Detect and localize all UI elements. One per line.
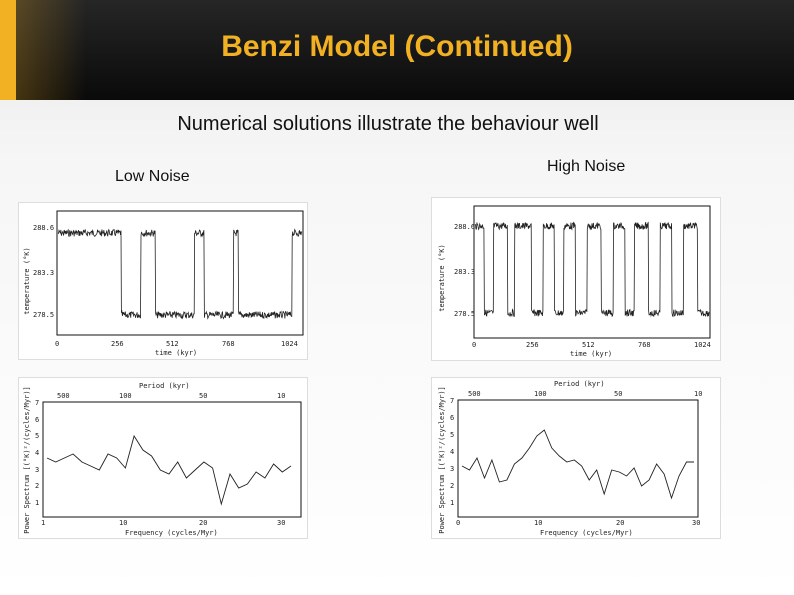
high-spec-ytick-2: 2 <box>450 482 454 490</box>
high-spec-toptick-2: 50 <box>614 390 622 398</box>
low-noise-label: Low Noise <box>115 168 190 185</box>
high-spec-toptick-1: 100 <box>534 390 547 398</box>
high-spec-ytick-3: 3 <box>450 465 454 473</box>
low-noise-timeseries-svg: temperature (°K) 288.6 283.3 278.5 0 256… <box>23 210 304 357</box>
slide-header: Benzi Model (Continued) <box>0 0 794 100</box>
high-noise-spectrum-trace <box>461 429 694 500</box>
high-spec-frame <box>457 399 699 518</box>
low-spec-xtick-1: 10 <box>119 519 127 527</box>
low-noise-temperature-trace <box>57 228 303 320</box>
low-spec-frame <box>42 401 302 518</box>
low-time-xtick-1: 256 <box>111 340 124 348</box>
low-noise-spectrum-plot: Power Spectrum [(°K)²/(cycles/Myr)] Peri… <box>18 377 308 539</box>
header-accent-bar <box>0 0 16 100</box>
high-spec-xtick-1: 10 <box>534 519 542 527</box>
high-time-ytick-top: 288.6 <box>454 223 475 231</box>
low-spec-ytick-6: 6 <box>35 416 39 424</box>
low-spec-ylabel: Power Spectrum [(°K)²/(cycles/Myr)] <box>23 386 31 534</box>
low-spec-ytick-1: 1 <box>35 499 39 507</box>
slide-subtitle: Numerical solutions illustrate the behav… <box>177 113 599 135</box>
low-spec-xtick-0: 1 <box>41 519 45 527</box>
low-spec-toptick-3: 10 <box>277 392 285 400</box>
high-time-xtick-1: 256 <box>526 341 539 349</box>
high-noise-label: High Noise <box>547 158 626 175</box>
high-spec-toptick-0: 500 <box>468 390 481 398</box>
low-time-xtick-0: 0 <box>55 340 59 348</box>
low-spec-ytick-4: 4 <box>35 449 39 457</box>
high-spec-ylabel: Power Spectrum [(°K)²/(cycles/Myr)] <box>438 386 446 534</box>
low-spec-xtick-3: 30 <box>277 519 285 527</box>
high-spec-ytick-4: 4 <box>450 448 454 456</box>
high-time-xtick-2: 512 <box>582 341 595 349</box>
high-noise-temperature-trace <box>474 221 710 318</box>
low-spec-toptick-1: 100 <box>119 392 132 400</box>
high-spec-ytick-1: 1 <box>450 499 454 507</box>
low-spec-ytick-3: 3 <box>35 466 39 474</box>
high-noise-timeseries-svg: temperature (°K) 288.6 283.3 278.5 0 256… <box>438 205 711 358</box>
low-spec-ytick-2: 2 <box>35 482 39 490</box>
high-spec-xlabel: Frequency (cycles/Myr) <box>540 529 633 537</box>
low-spec-xlabel: Frequency (cycles/Myr) <box>125 529 218 537</box>
low-time-ylabel: temperature (°K) <box>23 247 31 314</box>
high-time-ylabel: temperature (°K) <box>438 244 446 311</box>
low-time-ytick-top: 288.6 <box>33 224 54 232</box>
high-spec-xtick-3: 30 <box>692 519 700 527</box>
low-time-xtick-3: 768 <box>222 340 235 348</box>
high-noise-spectrum-plot: Power Spectrum [(°K)²/(cycles/Myr)] Peri… <box>431 377 721 539</box>
low-spec-ytick-5: 5 <box>35 432 39 440</box>
slide-title: Benzi Model (Continued) <box>221 30 573 63</box>
high-spec-xtick-0: 0 <box>456 519 460 527</box>
low-noise-spectrum-trace <box>46 434 292 506</box>
low-spec-xtick-2: 20 <box>199 519 207 527</box>
high-noise-timeseries-plot: temperature (°K) 288.6 283.3 278.5 0 256… <box>431 197 721 361</box>
header-accent-glow <box>16 0 86 100</box>
low-spec-ytick-7: 7 <box>35 399 39 407</box>
low-time-ytick-mid: 283.3 <box>33 269 54 277</box>
low-spec-toptick-0: 500 <box>57 392 70 400</box>
high-noise-spectrum-svg: Power Spectrum [(°K)²/(cycles/Myr)] Peri… <box>438 380 702 537</box>
low-noise-spectrum-svg: Power Spectrum [(°K)²/(cycles/Myr)] Peri… <box>23 382 302 537</box>
high-spec-ytick-7: 7 <box>450 397 454 405</box>
high-spec-toptick-3: 10 <box>694 390 702 398</box>
low-time-xtick-2: 512 <box>166 340 179 348</box>
low-spec-top-label: Period (kyr) <box>139 382 190 390</box>
high-time-xtick-4: 1024 <box>694 341 711 349</box>
high-spec-ytick-6: 6 <box>450 414 454 422</box>
high-time-frame <box>473 205 711 339</box>
high-time-xlabel: time (kyr) <box>570 350 612 358</box>
high-spec-xtick-2: 20 <box>616 519 624 527</box>
high-time-xtick-0: 0 <box>472 341 476 349</box>
high-spec-top-label: Period (kyr) <box>554 380 605 388</box>
low-spec-toptick-2: 50 <box>199 392 207 400</box>
high-time-xtick-3: 768 <box>638 341 651 349</box>
low-noise-timeseries-plot: temperature (°K) 288.6 283.3 278.5 0 256… <box>18 202 308 360</box>
low-time-xtick-4: 1024 <box>281 340 298 348</box>
high-time-ytick-mid: 283.3 <box>454 268 475 276</box>
low-time-ytick-bot: 278.5 <box>33 311 54 319</box>
high-time-ytick-bot: 278.5 <box>454 310 475 318</box>
high-spec-ytick-5: 5 <box>450 431 454 439</box>
low-time-xlabel: time (kyr) <box>155 349 197 357</box>
low-time-frame <box>56 210 304 336</box>
